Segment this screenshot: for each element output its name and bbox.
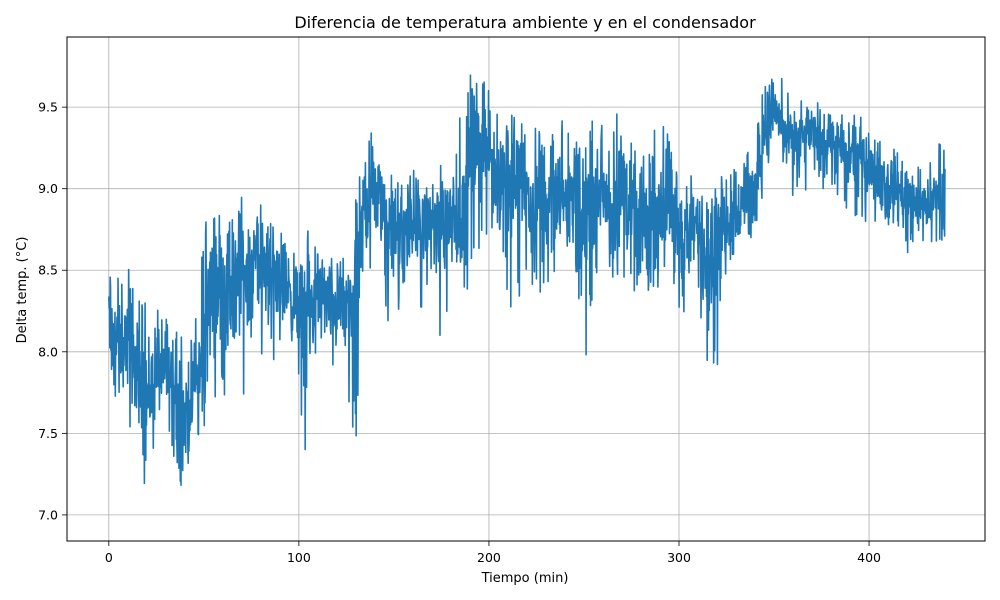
y-tick-label: 8.0 (38, 344, 58, 359)
x-axis: 0 100 200 300 400 (105, 541, 881, 565)
x-tick-label: 0 (105, 550, 113, 565)
y-axis: 7.0 7.5 8.0 8.5 9.0 9.5 (38, 100, 67, 522)
x-tick-label: 400 (857, 550, 881, 565)
x-tick-label: 300 (667, 550, 691, 565)
y-axis-label: Delta temp. (°C) (15, 237, 30, 344)
y-tick-label: 9.5 (38, 100, 58, 115)
y-tick-label: 9.0 (38, 181, 58, 196)
y-tick-label: 7.0 (38, 507, 58, 522)
x-tick-label: 100 (287, 550, 311, 565)
x-axis-label: Tiempo (min) (481, 571, 569, 586)
y-tick-label: 7.5 (38, 426, 58, 441)
x-tick-label: 200 (477, 550, 501, 565)
chart-title: Diferencia de temperatura ambiente y en … (294, 13, 756, 32)
series-line (108, 74, 946, 486)
y-tick-label: 8.5 (38, 263, 58, 278)
series-layer (108, 74, 946, 486)
plot-frame (66, 36, 986, 542)
